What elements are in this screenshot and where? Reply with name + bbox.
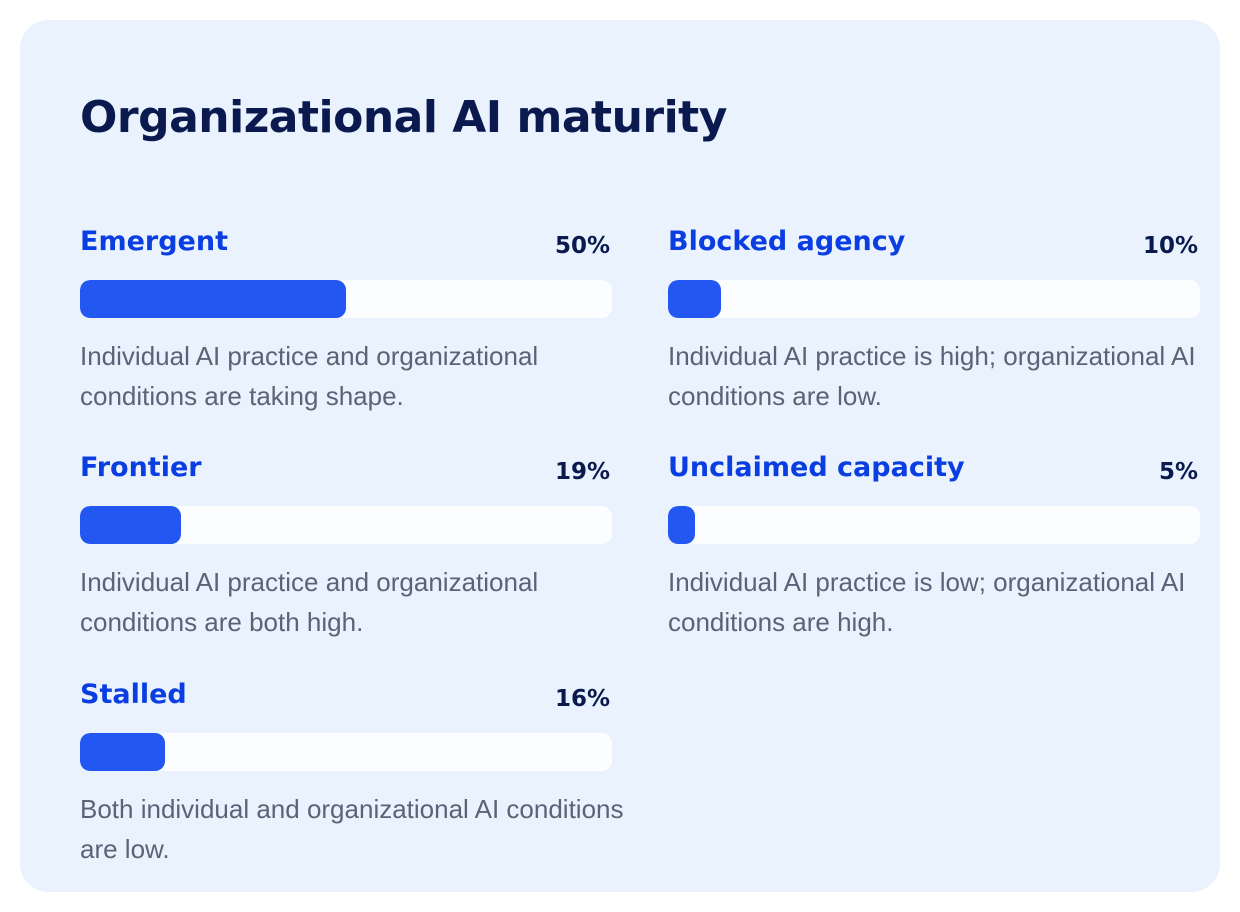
- metric-frontier: Frontier 19% Individual AI practice and …: [80, 450, 612, 650]
- chart-title: Organizational AI maturity: [80, 92, 727, 143]
- progress-track: [80, 733, 612, 771]
- metric-blocked-agency: Blocked agency 10% Individual AI practic…: [668, 224, 1200, 424]
- metric-value: 10%: [1142, 233, 1198, 259]
- metric-description: Individual AI practice and organizationa…: [80, 341, 539, 411]
- metric-label: Unclaimed capacity: [668, 452, 965, 483]
- metric-label: Blocked agency: [668, 226, 906, 257]
- metric-emergent: Emergent 50% Individual AI practice and …: [80, 224, 612, 424]
- progress-fill-emergent: [80, 280, 346, 318]
- metric-description: Individual AI practice is high; organiza…: [668, 341, 1196, 411]
- progress-fill-stalled: [80, 733, 165, 771]
- metric-label: Frontier: [80, 452, 202, 483]
- metric-value: 5%: [1158, 459, 1198, 485]
- progress-track: [80, 280, 612, 318]
- progress-fill-blocked-agency: [668, 280, 721, 318]
- metric-label: Stalled: [80, 679, 187, 710]
- maturity-card: Organizational AI maturity Emergent 50% …: [20, 20, 1220, 892]
- progress-track: [80, 506, 612, 544]
- metric-description: Both individual and organizational AI co…: [80, 794, 624, 864]
- progress-fill-unclaimed-capacity: [668, 506, 695, 544]
- metric-unclaimed-capacity: Unclaimed capacity 5% Individual AI prac…: [668, 450, 1200, 650]
- metric-value: 16%: [554, 686, 610, 712]
- metric-stalled: Stalled 16% Both individual and organiza…: [80, 677, 624, 877]
- metric-label: Emergent: [80, 226, 228, 257]
- progress-track: [668, 506, 1200, 544]
- progress-fill-frontier: [80, 506, 181, 544]
- metric-description: Individual AI practice and organizationa…: [80, 567, 539, 637]
- metric-value: 19%: [554, 459, 610, 485]
- metric-description: Individual AI practice is low; organizat…: [668, 567, 1186, 637]
- progress-track: [668, 280, 1200, 318]
- metric-value: 50%: [554, 233, 610, 259]
